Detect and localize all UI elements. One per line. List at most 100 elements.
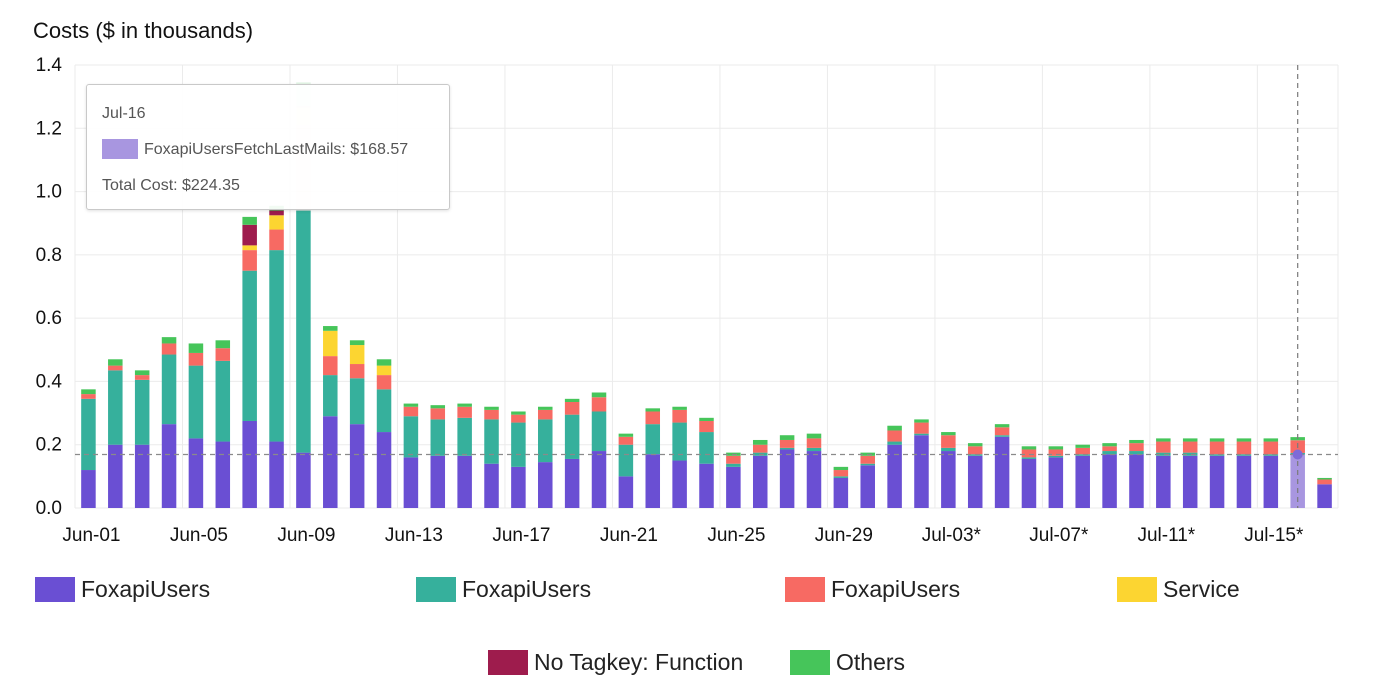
bar-segment[interactable] bbox=[484, 406, 499, 410]
bar-segment[interactable] bbox=[323, 416, 338, 508]
bar-segment[interactable] bbox=[376, 432, 392, 508]
bar-segment[interactable] bbox=[1236, 441, 1252, 455]
bar-segment[interactable] bbox=[1102, 454, 1117, 508]
bar-segment[interactable] bbox=[349, 345, 365, 365]
bar-segment[interactable] bbox=[1263, 438, 1279, 442]
bar-segment[interactable] bbox=[376, 359, 392, 366]
bar-segment[interactable] bbox=[1209, 455, 1225, 508]
bar-segment[interactable] bbox=[699, 417, 714, 421]
bar-segment[interactable] bbox=[242, 250, 257, 271]
bar-segment[interactable] bbox=[134, 444, 150, 508]
bar-segment[interactable] bbox=[1263, 455, 1279, 508]
bar-segment[interactable] bbox=[430, 419, 446, 456]
bar-segment[interactable] bbox=[994, 436, 1010, 508]
bar-segment[interactable] bbox=[833, 470, 849, 477]
bar-segment[interactable] bbox=[1156, 441, 1171, 453]
bar-segment[interactable] bbox=[564, 401, 580, 415]
bar-segment[interactable] bbox=[1129, 443, 1144, 452]
bar-segment[interactable] bbox=[323, 326, 338, 331]
bar-segment[interactable] bbox=[941, 432, 956, 436]
bar-segment[interactable] bbox=[161, 337, 177, 344]
bar-segment[interactable] bbox=[967, 446, 983, 455]
bar-segment[interactable] bbox=[215, 348, 231, 361]
bar-segment[interactable] bbox=[134, 379, 150, 445]
legend-item-service[interactable]: Service bbox=[1117, 576, 1240, 603]
bar-segment[interactable] bbox=[1182, 452, 1198, 456]
bar-segment[interactable] bbox=[1209, 441, 1225, 455]
bar-segment[interactable] bbox=[591, 451, 607, 508]
bar-segment[interactable] bbox=[188, 343, 204, 353]
bar-segment[interactable] bbox=[81, 389, 96, 395]
bar-segment[interactable] bbox=[1317, 484, 1332, 508]
bar-segment[interactable] bbox=[349, 378, 365, 425]
bar-segment[interactable] bbox=[967, 443, 983, 447]
bar-segment[interactable] bbox=[403, 416, 419, 458]
bar-segment[interactable] bbox=[296, 210, 311, 453]
bar-segment[interactable] bbox=[81, 394, 96, 399]
bar-segment[interactable] bbox=[1102, 446, 1117, 452]
bar-segment[interactable] bbox=[564, 398, 580, 402]
bar-segment[interactable] bbox=[188, 438, 204, 508]
bar-segment[interactable] bbox=[242, 245, 257, 251]
bar-segment[interactable] bbox=[726, 463, 741, 467]
bar-segment[interactable] bbox=[806, 433, 822, 439]
bar-segment[interactable] bbox=[296, 452, 311, 508]
bar-segment[interactable] bbox=[1021, 449, 1037, 458]
bar-segment[interactable] bbox=[108, 365, 123, 371]
bar-segment[interactable] bbox=[188, 352, 204, 366]
bar-segment[interactable] bbox=[457, 403, 472, 407]
bar-segment[interactable] bbox=[108, 370, 123, 445]
bar-segment[interactable] bbox=[108, 359, 123, 366]
bar-segment[interactable] bbox=[511, 414, 526, 423]
bar-segment[interactable] bbox=[215, 441, 231, 508]
bar-segment[interactable] bbox=[349, 340, 365, 346]
bar-segment[interactable] bbox=[618, 436, 634, 445]
bar-segment[interactable] bbox=[860, 455, 875, 464]
bar-segment[interactable] bbox=[833, 466, 849, 471]
bar-segment[interactable] bbox=[269, 210, 284, 216]
bar-segment[interactable] bbox=[430, 408, 446, 420]
bar-segment[interactable] bbox=[806, 447, 822, 452]
bar-segment[interactable] bbox=[645, 424, 661, 455]
bar-segment[interactable] bbox=[1075, 454, 1090, 456]
bar-segment[interactable] bbox=[1102, 443, 1117, 447]
bar-segment[interactable] bbox=[1048, 449, 1064, 456]
bar-segment[interactable] bbox=[591, 392, 607, 398]
bar-segment[interactable] bbox=[833, 476, 849, 478]
bar-segment[interactable] bbox=[1129, 454, 1144, 508]
bar-segment[interactable] bbox=[376, 389, 392, 433]
bar-segment[interactable] bbox=[1021, 457, 1037, 459]
bar-segment[interactable] bbox=[914, 422, 929, 434]
legend-item-no-tagkey-function[interactable]: No Tagkey: Function bbox=[488, 649, 743, 676]
bar-segment[interactable] bbox=[564, 414, 580, 459]
bar-segment[interactable] bbox=[726, 466, 741, 508]
bar-segment[interactable] bbox=[887, 425, 902, 431]
bar-segment[interactable] bbox=[645, 411, 661, 425]
bar-segment[interactable] bbox=[1048, 446, 1064, 450]
bar-segment[interactable] bbox=[538, 419, 553, 463]
bar-segment[interactable] bbox=[618, 444, 634, 477]
bar-segment[interactable] bbox=[1129, 451, 1144, 455]
bar-segment[interactable] bbox=[430, 455, 446, 508]
bar-segment[interactable] bbox=[914, 419, 929, 423]
bar-segment[interactable] bbox=[914, 433, 929, 436]
bar-segment[interactable] bbox=[215, 360, 231, 442]
bar-segment[interactable] bbox=[269, 250, 284, 442]
bar-segment[interactable] bbox=[242, 224, 257, 246]
bar-segment[interactable] bbox=[1236, 455, 1252, 508]
bar-segment[interactable] bbox=[941, 435, 956, 448]
bar-segment[interactable] bbox=[672, 422, 687, 461]
bar-segment[interactable] bbox=[457, 417, 472, 456]
bar-segment[interactable] bbox=[860, 463, 875, 466]
bar-segment[interactable] bbox=[484, 463, 499, 508]
bar-segment[interactable] bbox=[1263, 454, 1279, 456]
bar-segment[interactable] bbox=[726, 455, 741, 464]
bar-segment[interactable] bbox=[1156, 455, 1171, 508]
bar-segment[interactable] bbox=[994, 427, 1010, 436]
bar-segment[interactable] bbox=[1182, 438, 1198, 442]
bar-segment[interactable] bbox=[349, 424, 365, 508]
bar-segment[interactable] bbox=[672, 406, 687, 410]
legend-item-foxapiusers-3[interactable]: FoxapiUsers bbox=[785, 576, 960, 603]
bar-segment[interactable] bbox=[376, 375, 392, 390]
bar-segment[interactable] bbox=[779, 449, 795, 508]
